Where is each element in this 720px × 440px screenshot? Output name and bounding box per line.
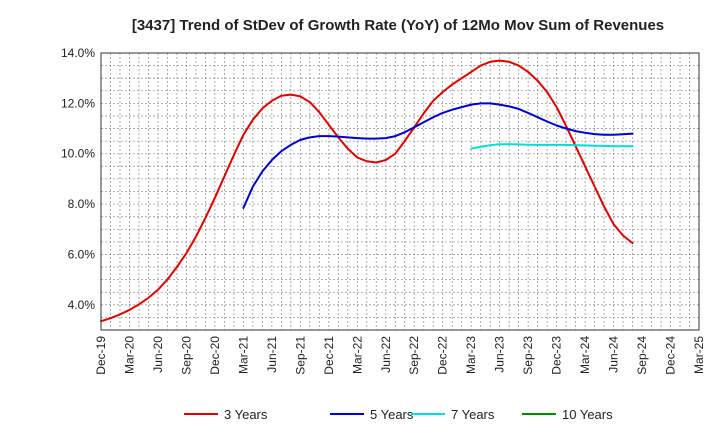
- x-tick-label: Jun-20: [151, 336, 165, 373]
- y-tick-label: 12.0%: [61, 96, 95, 110]
- x-tick-label: Sep-21: [293, 336, 307, 375]
- x-tick-label: Sep-20: [179, 336, 193, 375]
- legend: 3 Years 5 Years 7 Years 10 Years: [184, 407, 613, 422]
- x-tick-label: Jun-24: [607, 336, 621, 373]
- y-tick-label: 8.0%: [68, 197, 96, 211]
- y-axis-ticks: 4.0% 6.0% 8.0% 10.0% 12.0% 14.0%: [61, 46, 95, 312]
- legend-label-10-years: 10 Years: [562, 407, 613, 422]
- legend-label-7-years: 7 Years: [451, 407, 495, 422]
- x-tick-label: Jun-22: [379, 336, 393, 373]
- x-tick-label: Mar-25: [692, 336, 706, 374]
- legend-label-5-years: 5 Years: [370, 407, 414, 422]
- plot-frame: [100, 52, 700, 331]
- legend-label-3-years: 3 Years: [224, 407, 268, 422]
- x-tick-label: Dec-20: [208, 336, 222, 375]
- x-tick-label: Sep-24: [635, 336, 649, 375]
- x-tick-label: Jun-23: [493, 336, 507, 373]
- x-tick-label: Dec-24: [664, 336, 678, 375]
- x-tick-label: Mar-24: [578, 336, 592, 374]
- x-tick-label: Mar-23: [464, 336, 478, 374]
- x-tick-label: Dec-23: [550, 336, 564, 375]
- x-tick-label: Dec-22: [436, 336, 450, 375]
- x-tick-label: Jun-21: [265, 336, 279, 373]
- series-line-3-years: [100, 59, 634, 323]
- x-axis-ticks: Dec-19 Mar-20 Jun-20 Sep-20 Dec-20 Mar-21 Jun-…: [94, 336, 706, 375]
- grid-lines: [101, 53, 699, 330]
- x-tick-label: Sep-22: [407, 336, 421, 375]
- x-tick-label: Sep-23: [521, 336, 535, 375]
- series-lines: [100, 59, 634, 323]
- series-line-7-years: [470, 143, 634, 150]
- x-tick-label: Dec-21: [322, 336, 336, 375]
- y-tick-label: 10.0%: [61, 147, 95, 161]
- y-tick-label: 14.0%: [61, 46, 95, 60]
- chart-title: [3437] Trend of StDev of Growth Rate (Yo…: [132, 17, 664, 34]
- series-line-5-years: [242, 102, 634, 209]
- x-tick-label: Mar-20: [122, 336, 136, 374]
- x-tick-label: Mar-22: [350, 336, 364, 374]
- y-tick-label: 6.0%: [68, 247, 96, 261]
- x-tick-label: Dec-19: [94, 336, 108, 375]
- x-tick-label: Mar-21: [236, 336, 250, 374]
- y-tick-label: 4.0%: [68, 298, 96, 312]
